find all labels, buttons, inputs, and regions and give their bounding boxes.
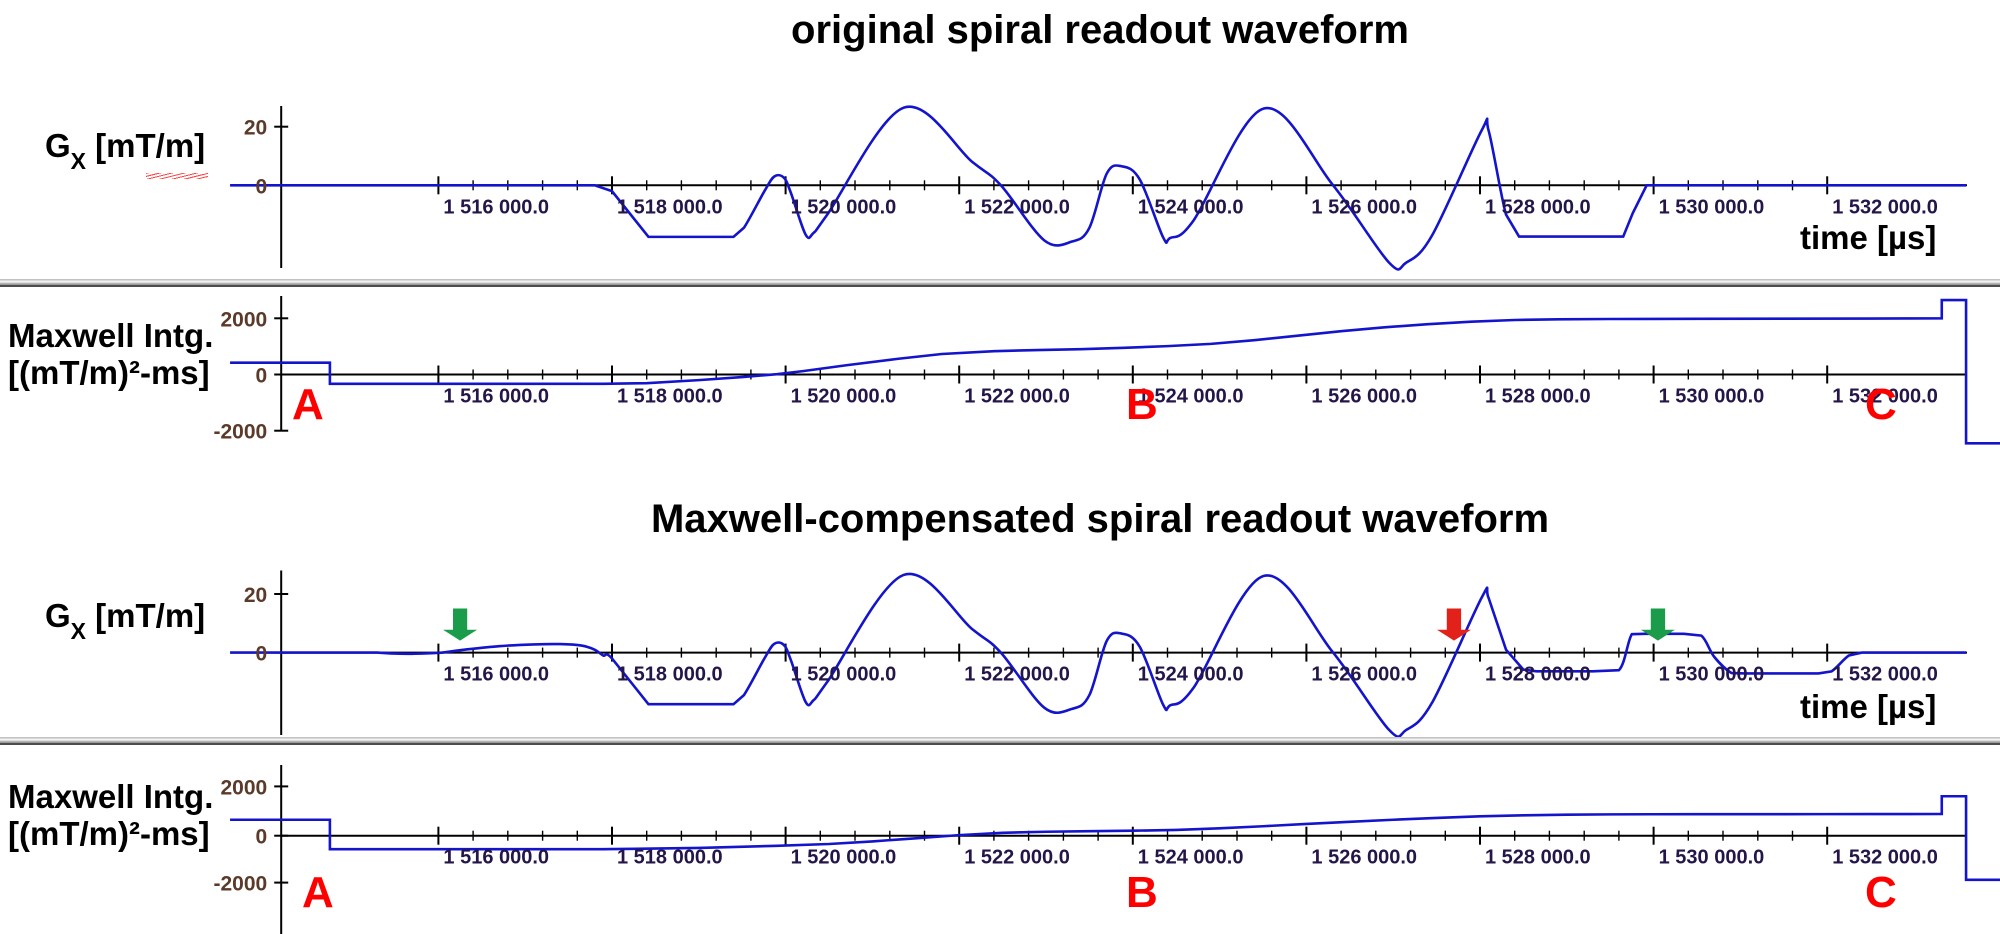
svg-text:1 532 000.0: 1 532 000.0 <box>1832 847 1938 869</box>
svg-text:1 520 000.0: 1 520 000.0 <box>791 847 897 869</box>
svg-text:1 516 000.0: 1 516 000.0 <box>443 847 549 869</box>
svg-text:1 524 000.0: 1 524 000.0 <box>1138 847 1244 869</box>
svg-text:1 518 000.0: 1 518 000.0 <box>617 847 723 869</box>
svg-text:-2000: -2000 <box>213 873 267 896</box>
svg-text:1 526 000.0: 1 526 000.0 <box>1311 847 1417 869</box>
svg-text:1 528 000.0: 1 528 000.0 <box>1485 847 1591 869</box>
svg-text:1 530 000.0: 1 530 000.0 <box>1659 847 1765 869</box>
svg-text:1 522 000.0: 1 522 000.0 <box>964 847 1070 869</box>
